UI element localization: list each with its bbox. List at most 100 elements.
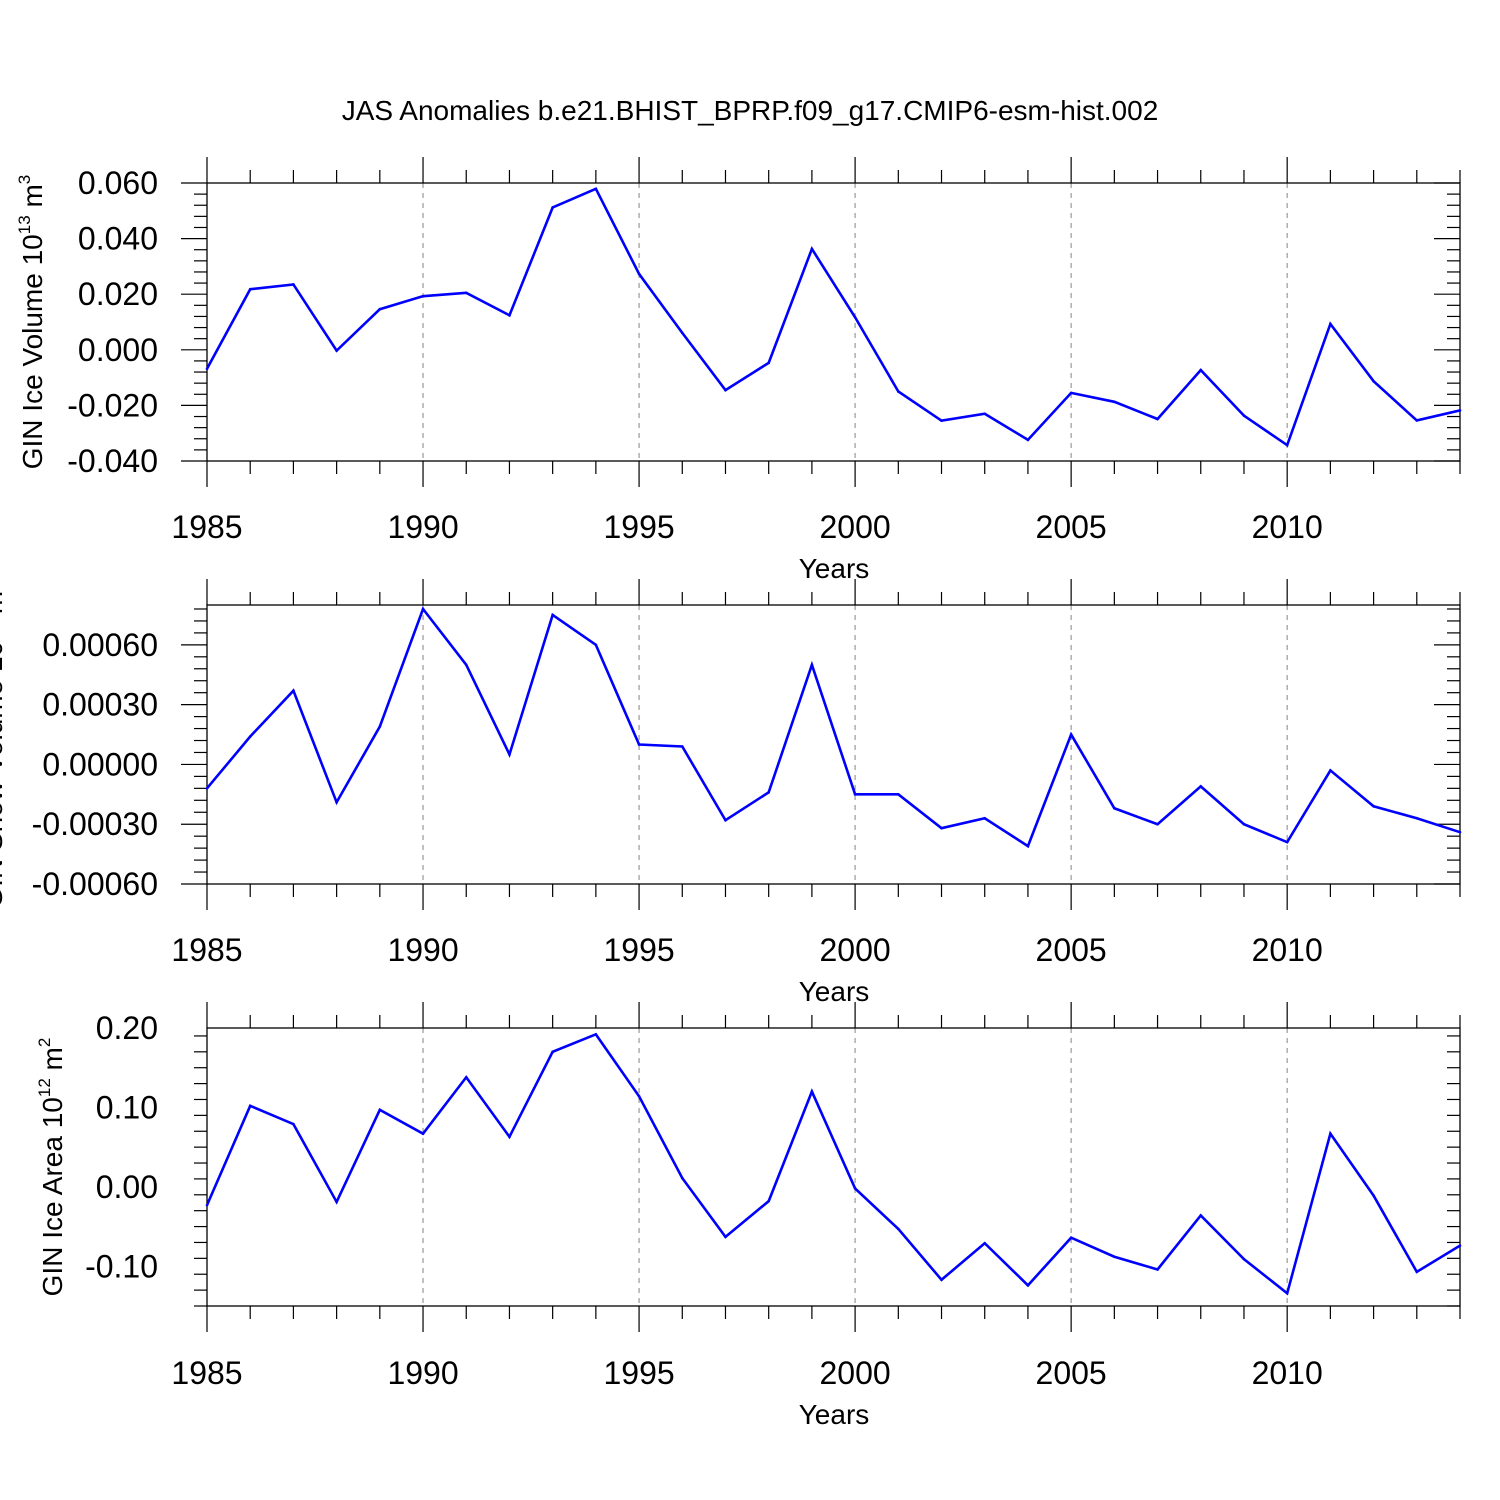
data-point <box>853 793 857 796</box>
y-axis-label: GIN Ice Area 1012 m2 <box>35 1038 68 1297</box>
x-axis-label: Years <box>799 553 870 584</box>
data-point <box>767 1199 770 1203</box>
data-point <box>1242 1257 1246 1261</box>
data-point <box>724 1235 727 1239</box>
data-point <box>724 388 727 392</box>
data-point <box>1285 443 1289 447</box>
data-point <box>1156 822 1159 826</box>
data-point <box>940 826 943 830</box>
data-point <box>1415 419 1419 422</box>
panel-ice-area: 0.20 0.10 0.00 -0.10 1985 1990 1995 2000 2005 201… <box>35 1002 1462 1430</box>
y-tick-label: -0.020 <box>67 387 158 423</box>
x-tick-label: 2005 <box>1036 932 1107 968</box>
data-point <box>594 643 598 647</box>
data-point <box>1113 806 1116 810</box>
data-point <box>853 1187 857 1190</box>
data-point <box>1372 379 1375 383</box>
panel-ice-volume: 0.060 0.040 0.020 0.000 -0.020 -0.040 1985 1990… <box>15 157 1462 584</box>
data-point <box>637 1095 641 1098</box>
x-tick-label: 2000 <box>820 1355 891 1391</box>
y-axis-label-unit-exponent: 3 <box>15 175 34 184</box>
data-point <box>378 307 382 311</box>
x-tick-label: 1995 <box>603 509 674 545</box>
y-tick-label: -0.040 <box>67 443 158 479</box>
data-point <box>1458 830 1462 834</box>
data-point <box>1242 414 1246 417</box>
data-point <box>940 1278 943 1282</box>
y-tick-label: -0.10 <box>85 1248 158 1284</box>
y-axis-label-exponent: 12 <box>35 1078 54 1097</box>
x-tick-label: 1990 <box>387 1355 458 1391</box>
data-point <box>248 735 252 738</box>
data-point <box>983 412 987 416</box>
data-point <box>508 1135 511 1139</box>
x-tick-label: 1995 <box>603 932 674 968</box>
data-point <box>1242 822 1246 826</box>
data-point <box>248 287 252 291</box>
y-axis-label: GIN Ice Volume 1013 m3 <box>15 175 48 470</box>
data-point <box>1069 1236 1073 1239</box>
x-axis-label: Years <box>799 976 870 1007</box>
data-point <box>724 818 727 822</box>
plot-frame <box>206 1027 1461 1307</box>
data-point <box>1156 417 1159 421</box>
x-tick-label: 1985 <box>171 932 242 968</box>
data-point <box>1415 1270 1419 1274</box>
data-point <box>853 315 857 319</box>
data-point <box>508 753 511 756</box>
data-point <box>508 314 511 317</box>
data-point <box>983 1241 987 1245</box>
data-point <box>421 607 425 611</box>
data-point <box>205 1203 209 1207</box>
y-axis-label-exponent: 13 <box>15 215 34 234</box>
data-point <box>594 187 598 191</box>
data-point <box>637 272 641 276</box>
data-point <box>680 1176 684 1180</box>
x-axis-label: Years <box>799 1399 870 1430</box>
data-point <box>1026 844 1030 848</box>
data-point <box>940 419 943 422</box>
data-point <box>810 247 814 251</box>
x-tick-label: 2010 <box>1252 509 1323 545</box>
data-point <box>897 1227 900 1231</box>
x-tick-label: 1995 <box>603 1355 674 1391</box>
data-point <box>205 787 209 790</box>
series-line <box>207 606 1460 849</box>
data-point <box>1113 400 1116 404</box>
data-point <box>378 725 382 728</box>
y-tick-label: 0.00 <box>96 1169 158 1205</box>
x-tick-label: 2000 <box>820 932 891 968</box>
x-tick-label: 2010 <box>1252 932 1323 968</box>
y-axis-label-unit: m <box>37 1047 68 1078</box>
y-tick-label: 0.00030 <box>42 687 158 723</box>
y-tick-label: 0.040 <box>78 221 158 257</box>
data-point <box>897 793 900 796</box>
data-point <box>1372 1194 1375 1197</box>
data-point <box>680 331 684 335</box>
data-point <box>897 390 900 393</box>
data-point <box>551 1050 554 1054</box>
y-axis-label-unit: m <box>0 591 8 622</box>
y-tick-label: 0.000 <box>78 332 158 368</box>
data-point <box>1026 1284 1030 1287</box>
data-point <box>421 1132 425 1135</box>
data-point <box>1415 816 1419 820</box>
y-tick-label: -0.00060 <box>32 866 158 902</box>
data-point <box>810 663 814 667</box>
y-axis-label-base: GIN Ice Area 10 <box>37 1097 68 1296</box>
data-point <box>292 689 295 692</box>
plot-frame <box>206 182 1461 462</box>
data-point <box>983 816 987 820</box>
data-point <box>1285 1291 1289 1295</box>
data-point <box>551 206 554 209</box>
data-point <box>1026 438 1030 442</box>
y-axis-label: GIN Snow Volume 1013 m3 <box>0 581 8 908</box>
data-point <box>1199 368 1203 372</box>
data-point <box>1329 1132 1332 1135</box>
data-point <box>292 1122 295 1126</box>
panel-snow-volume: 0.00060 0.00030 0.00000 -0.00030 -0.00060 198… <box>0 579 1462 1007</box>
data-point <box>335 800 338 804</box>
data-point <box>680 745 684 748</box>
data-point <box>767 791 770 794</box>
